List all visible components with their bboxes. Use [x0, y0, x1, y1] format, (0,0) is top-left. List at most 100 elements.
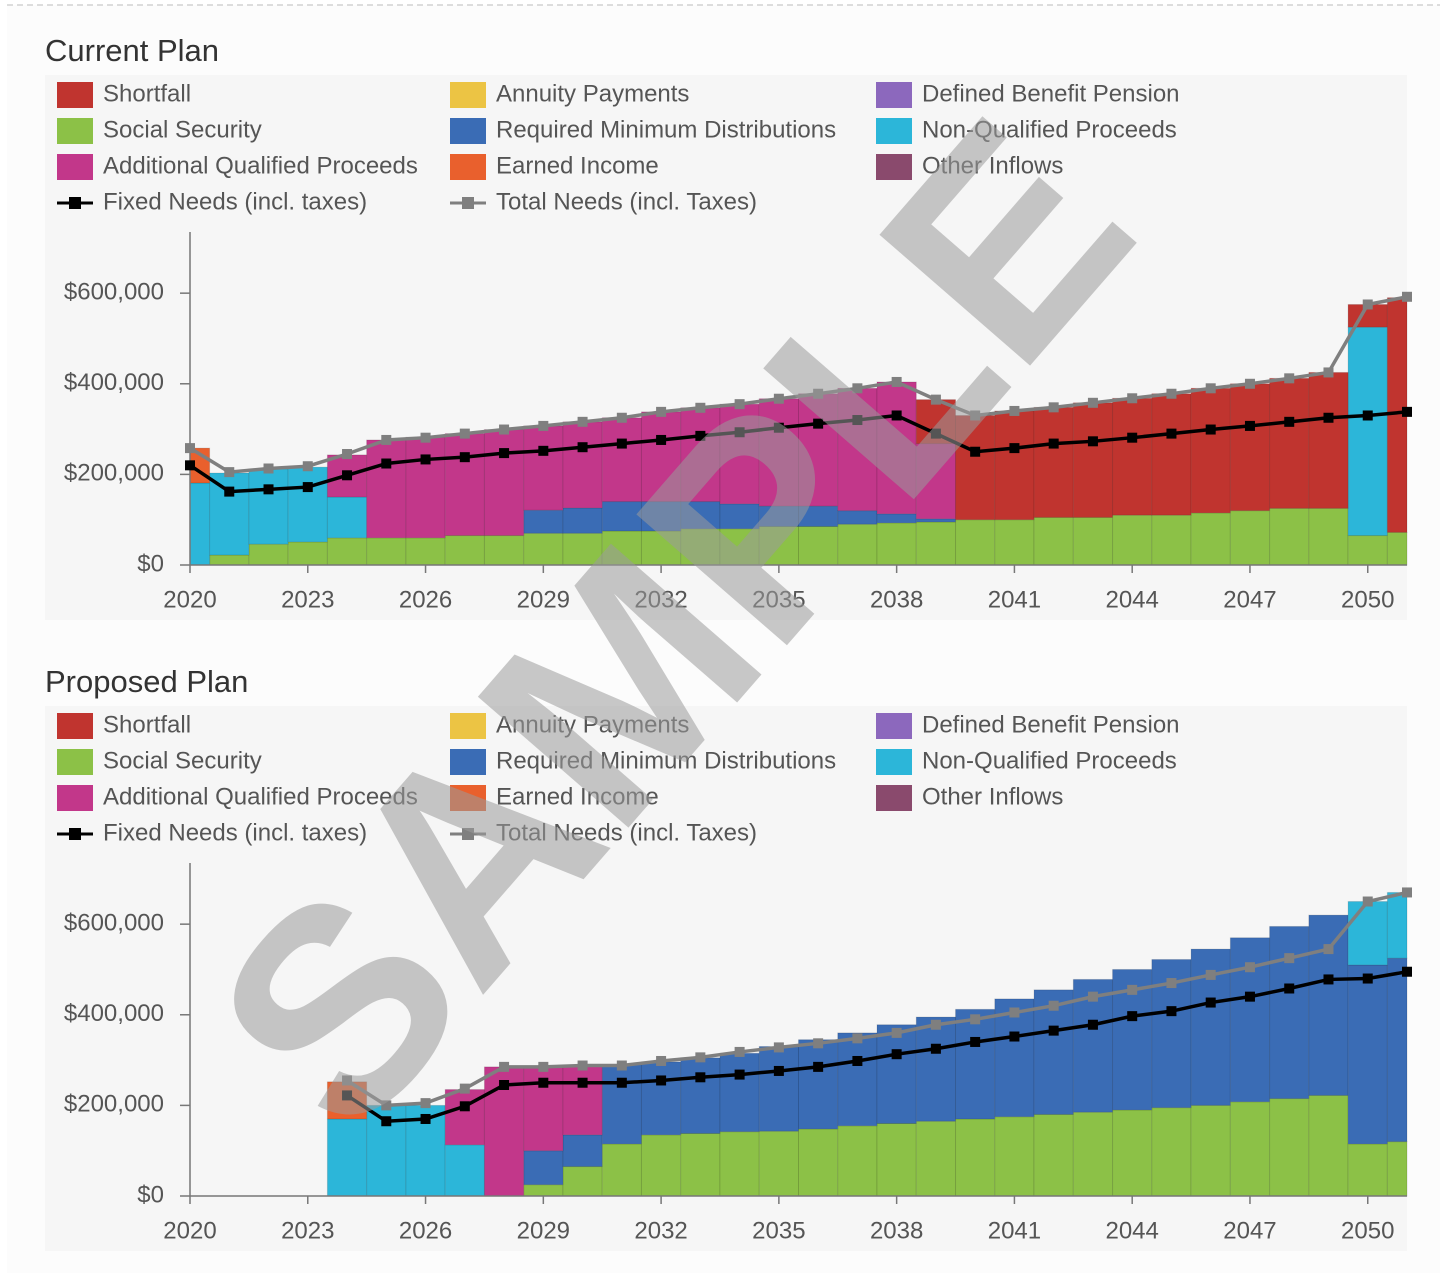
bar	[326, 496, 368, 539]
marker	[1009, 1031, 1020, 1042]
marker	[656, 406, 667, 417]
bar	[601, 417, 642, 503]
bar	[1229, 510, 1271, 566]
marker	[773, 393, 784, 404]
x-tick-label: 2050	[1341, 1217, 1394, 1244]
bar	[955, 1008, 996, 1120]
bar	[758, 398, 800, 507]
bar	[1386, 891, 1408, 959]
marker	[1244, 991, 1255, 1002]
marker	[616, 1060, 627, 1071]
bar	[758, 1130, 800, 1197]
legend-label: Non-Qualified Proceeds	[922, 747, 1177, 774]
bar	[1386, 531, 1408, 566]
legend-swatch	[450, 154, 486, 180]
marker	[381, 434, 392, 445]
bar	[955, 519, 996, 566]
marker	[852, 415, 863, 426]
x-tick-label: 2020	[163, 1217, 216, 1244]
marker	[499, 1061, 510, 1072]
y-tick-label: $600,000	[64, 910, 164, 937]
bar	[601, 501, 642, 532]
marker	[616, 1077, 627, 1088]
marker	[813, 1038, 824, 1049]
bar	[1190, 1104, 1231, 1197]
bar	[1151, 1107, 1192, 1197]
legend-label: Shortfall	[103, 711, 191, 738]
x-tick-label: 2047	[1223, 586, 1276, 613]
marker	[970, 1036, 981, 1047]
bar	[248, 543, 289, 566]
marker	[695, 402, 706, 413]
bar	[837, 387, 878, 512]
marker	[420, 1098, 431, 1109]
bar	[1386, 957, 1408, 1143]
bar	[1269, 925, 1310, 1100]
legend-swatch	[450, 118, 486, 144]
legend-label: Social Security	[103, 116, 262, 143]
x-tick-label: 2041	[988, 586, 1041, 613]
x-tick-label: 2041	[988, 1217, 1041, 1244]
marker	[577, 416, 588, 427]
marker	[734, 399, 745, 410]
marker	[734, 427, 745, 438]
marker	[970, 446, 981, 457]
marker	[1284, 953, 1295, 964]
marker	[499, 448, 510, 459]
legend-swatch	[876, 82, 912, 108]
marker	[1205, 383, 1216, 394]
bar	[1386, 1141, 1408, 1197]
x-tick-label: 2023	[281, 586, 334, 613]
bar	[1033, 516, 1074, 566]
marker	[930, 394, 941, 405]
bar	[876, 1123, 917, 1197]
line	[189, 410, 1408, 494]
marker	[1402, 887, 1412, 898]
legend-swatch	[876, 154, 912, 180]
legend-label: Defined Benefit Pension	[922, 80, 1180, 107]
marker	[1205, 424, 1216, 435]
bar	[719, 1052, 760, 1133]
bar	[837, 1032, 878, 1127]
marker	[342, 470, 353, 481]
legend-label: Additional Qualified Proceeds	[103, 783, 418, 810]
bar	[523, 1184, 564, 1197]
marker	[459, 1101, 470, 1112]
marker	[420, 432, 431, 443]
bar	[640, 501, 682, 532]
marker	[1205, 969, 1216, 980]
y-tick-label: $600,000	[64, 279, 164, 306]
x-tick-label: 2032	[634, 586, 687, 613]
bar	[876, 1024, 917, 1125]
bar	[1269, 1098, 1310, 1197]
legend-label: Total Needs (incl. Taxes)	[496, 188, 757, 215]
marker	[263, 484, 274, 495]
marker	[773, 422, 784, 433]
marker	[813, 418, 824, 429]
marker	[773, 1065, 784, 1076]
bar	[1112, 514, 1153, 566]
line	[189, 295, 1408, 474]
legend-swatch	[57, 785, 93, 811]
legend-swatch	[57, 713, 93, 739]
bar	[955, 1118, 996, 1197]
marker	[1127, 1011, 1138, 1022]
legend-label: Earned Income	[496, 783, 659, 810]
x-tick-label: 2035	[752, 1217, 805, 1244]
marker	[1166, 428, 1177, 439]
bar	[798, 1128, 839, 1197]
marker	[577, 1077, 588, 1088]
marker	[852, 1033, 863, 1044]
x-tick-label: 2035	[752, 586, 805, 613]
legend-swatch	[57, 749, 93, 775]
marker	[1048, 1000, 1059, 1011]
y-tick-label: $200,000	[64, 460, 164, 487]
bar	[915, 1120, 957, 1197]
marker	[970, 1014, 981, 1025]
bar	[876, 381, 917, 515]
marker	[577, 442, 588, 453]
marker	[734, 1046, 745, 1057]
bar	[1072, 516, 1114, 566]
marker	[1362, 896, 1373, 907]
